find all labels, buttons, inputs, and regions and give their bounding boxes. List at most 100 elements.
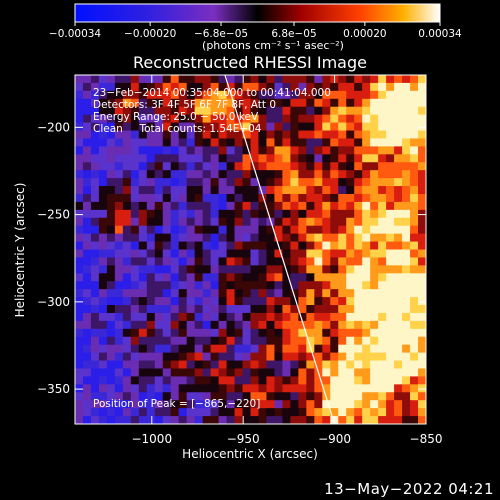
heatmap-cell: [75, 360, 84, 370]
heatmap-cell: [378, 249, 387, 259]
heatmap-cell: [114, 352, 124, 362]
heatmap-cell: [258, 249, 268, 259]
heatmap-cell: [322, 376, 331, 385]
heatmap-cell: [154, 233, 164, 243]
heatmap-cell: [98, 130, 108, 140]
heatmap-cell: [114, 241, 124, 251]
heatmap-cell: [234, 130, 244, 140]
heatmap-cell: [234, 217, 244, 227]
heatmap-cell: [266, 289, 276, 298]
heatmap-cell: [314, 416, 323, 424]
heatmap-cell: [330, 233, 339, 243]
heatmap-cell: [298, 90, 307, 100]
heatmap-cell: [202, 336, 212, 346]
heatmap-cell: [194, 249, 204, 259]
heatmap-cell: [226, 154, 236, 163]
heatmap-cell: [98, 114, 108, 124]
heatmap-cell: [146, 328, 156, 338]
heatmap-cell: [202, 392, 212, 401]
heatmap-cell: [194, 289, 204, 298]
heatmap-cell: [130, 82, 140, 92]
heatmap-cell: [154, 328, 164, 338]
heatmap-cell: [138, 408, 148, 417]
heatmap-cell: [386, 297, 395, 306]
heatmap-cell: [282, 138, 291, 147]
heatmap-cell: [258, 344, 268, 354]
heatmap-cell: [122, 312, 132, 322]
heatmap-cell: [75, 82, 84, 92]
heatmap-cell: [250, 360, 260, 370]
heatmap-cell: [298, 201, 307, 211]
heatmap-cell: [306, 154, 315, 163]
heatmap-cell: [386, 289, 395, 298]
heatmap-cell: [314, 273, 323, 282]
heatmap-cell: [154, 98, 164, 108]
heatmap-cell: [266, 352, 276, 362]
heatmap-cell: [274, 312, 284, 322]
heatmap-cell: [130, 344, 140, 354]
heatmap-cell: [298, 400, 307, 409]
heatmap-cell: [266, 154, 276, 163]
heatmap-cell: [418, 376, 426, 385]
heatmap-cell: [130, 233, 140, 243]
heatmap-cell: [234, 392, 244, 401]
heatmap-cell: [194, 130, 204, 140]
heatmap-cell: [106, 122, 116, 132]
heatmap-cell: [162, 162, 172, 171]
heatmap-cell: [82, 281, 92, 290]
heatmap-cell: [154, 352, 164, 362]
heatmap-cell: [106, 193, 116, 203]
heatmap-cell: [378, 408, 387, 417]
heatmap-cell: [394, 265, 403, 274]
heatmap-cell: [75, 289, 84, 298]
heatmap-cell: [298, 376, 307, 385]
heatmap-cell: [218, 312, 228, 322]
heatmap-cell: [154, 225, 164, 235]
heatmap-cell: [210, 273, 220, 282]
heatmap-cell: [354, 241, 363, 251]
heatmap-cell: [282, 305, 291, 314]
heatmap-cell: [282, 400, 291, 409]
heatmap-cell: [362, 408, 371, 417]
heatmap-cell: [114, 178, 124, 187]
heatmap-cell: [162, 170, 172, 179]
heatmap-cell: [298, 352, 307, 362]
heatmap-cell: [218, 257, 228, 266]
heatmap-cell: [122, 162, 132, 171]
heatmap-cell: [130, 400, 140, 409]
heatmap-cell: [378, 146, 387, 155]
heatmap-cell: [386, 98, 395, 108]
heatmap-cell: [194, 281, 204, 290]
heatmap-cell: [290, 162, 299, 171]
heatmap-cell: [322, 257, 331, 266]
heatmap-cell: [170, 170, 180, 179]
heatmap-cell: [122, 273, 132, 282]
heatmap-cell: [218, 82, 228, 92]
heatmap-cell: [170, 408, 180, 417]
heatmap-cell: [370, 400, 379, 409]
heatmap-cell: [202, 257, 212, 266]
heatmap-cell: [178, 320, 188, 330]
heatmap-cell: [306, 122, 315, 132]
heatmap-cell: [258, 305, 268, 314]
heatmap-cell: [146, 201, 156, 211]
heatmap-cell: [130, 90, 140, 100]
heatmap-cell: [394, 217, 403, 227]
heatmap-cell: [194, 138, 204, 147]
heatmap-cell: [330, 193, 339, 203]
heatmap-cell: [306, 320, 315, 330]
heatmap-cell: [114, 265, 124, 274]
heatmap-cell: [242, 360, 252, 370]
heatmap-cell: [90, 289, 100, 298]
heatmap-cell: [322, 233, 331, 243]
heatmap-cell: [418, 400, 426, 409]
heatmap-cell: [346, 265, 355, 274]
heatmap-cell: [170, 344, 180, 354]
heatmap-cell: [362, 273, 371, 282]
heatmap-cell: [114, 146, 124, 155]
heatmap-cell: [218, 122, 228, 132]
heatmap-cell: [162, 209, 172, 219]
heatmap-cell: [170, 281, 180, 290]
heatmap-cell: [330, 376, 339, 385]
heatmap-cell: [258, 384, 268, 393]
